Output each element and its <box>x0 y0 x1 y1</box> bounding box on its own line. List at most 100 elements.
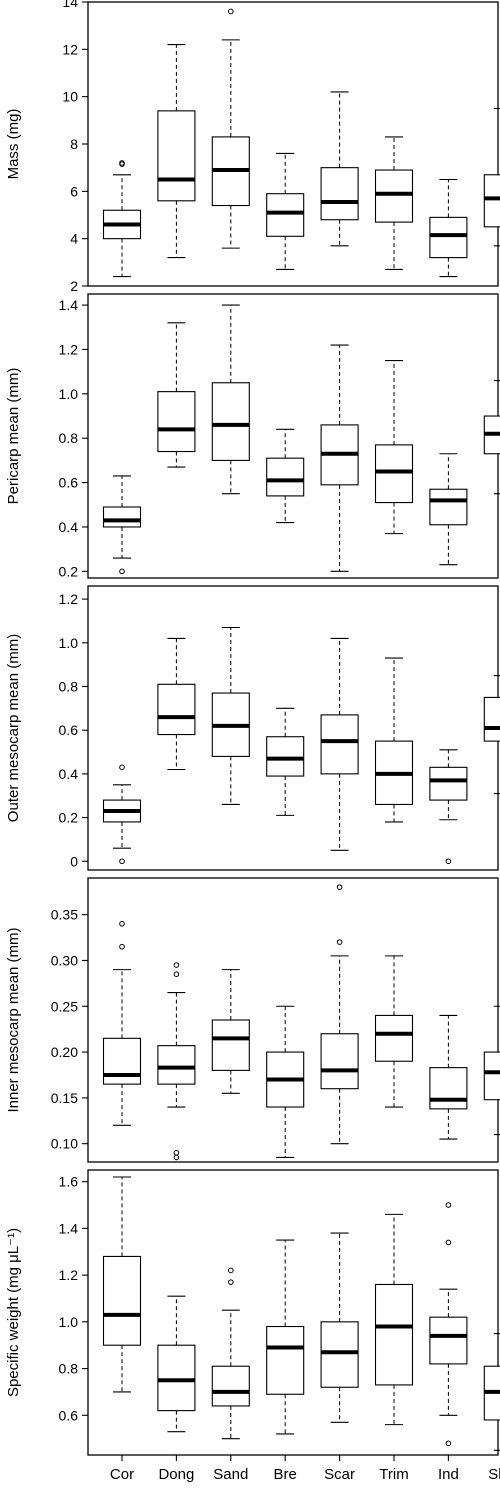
box-trim <box>374 136 414 270</box>
iqr-box <box>483 696 500 742</box>
iqr-box <box>266 1325 305 1395</box>
y-tick-label: 1.2 <box>59 341 79 357</box>
iqr-box <box>429 766 468 801</box>
outlier-point <box>173 962 180 968</box>
y-tick-label: 0.15 <box>51 1090 78 1106</box>
outlier-point <box>445 1440 452 1447</box>
y-tick-label: 4 <box>70 231 78 247</box>
box-trim <box>374 657 414 823</box>
outlier-point <box>173 1154 180 1161</box>
outlier-point <box>119 161 125 167</box>
box-sand <box>211 8 250 249</box>
y-tick-label: 10 <box>62 89 78 105</box>
iqr-box <box>483 1051 500 1101</box>
outlier-point <box>228 1279 234 1285</box>
panel-frame <box>87 585 499 871</box>
box-trim <box>374 955 414 1108</box>
iqr-box <box>374 169 414 223</box>
y-tick-label: 8 <box>70 136 78 152</box>
iqr-box <box>374 1283 414 1386</box>
iqr-box <box>320 714 359 775</box>
iqr-box <box>211 1365 250 1407</box>
y-tick-label: 0.4 <box>59 519 79 535</box>
iqr-box <box>429 1067 468 1110</box>
iqr-box <box>102 506 142 528</box>
iqr-box <box>157 1045 196 1085</box>
outlier-point <box>119 568 125 575</box>
box-skip <box>483 379 500 495</box>
box-scar <box>320 91 359 247</box>
y-tick-label: 0 <box>70 853 78 869</box>
panel-5: 0.6 0.8 1.0 1.2 1.4 1.6 Specific weight (mg μL… <box>5 1169 500 1483</box>
y-tick-label: 0.4 <box>59 766 79 782</box>
panel-3: 0 0.2 0.4 0.6 0.8 1.0 1.2 Outer mesocarp mean (… <box>5 585 500 871</box>
box-scar <box>320 637 359 851</box>
iqr-box <box>483 174 500 228</box>
panel-frame <box>87 293 499 579</box>
outlier-point <box>336 939 343 945</box>
outlier-point <box>445 1202 452 1208</box>
box-scar <box>320 884 359 1145</box>
box-bre <box>266 707 305 816</box>
y-axis-label: Mass (mg) <box>5 109 22 180</box>
box-bre <box>266 152 305 270</box>
box-ind <box>429 1014 468 1140</box>
y-tick-label: 0.6 <box>59 475 79 491</box>
iqr-box <box>157 110 196 202</box>
iqr-box <box>211 382 250 461</box>
outlier-point <box>119 764 125 771</box>
box-ind <box>429 453 468 566</box>
box-skip <box>483 675 500 795</box>
y-tick-label: 0.6 <box>59 722 79 738</box>
iqr-box <box>266 736 305 777</box>
outlier-point <box>173 1150 180 1156</box>
box-sand <box>211 304 250 495</box>
box-dong <box>157 44 196 259</box>
outlier-point <box>119 858 125 865</box>
outlier-point <box>228 8 234 15</box>
outlier-point <box>228 1267 234 1274</box>
box-trim <box>374 1213 414 1426</box>
x-tick-label: Scar <box>324 1466 355 1483</box>
box-ind <box>429 178 468 278</box>
x-tick-label: Skip <box>488 1466 500 1483</box>
box-dong <box>157 322 196 468</box>
iqr-box <box>102 1037 142 1085</box>
panel-frame <box>87 1169 499 1456</box>
y-tick-label: 0.2 <box>59 563 79 579</box>
iqr-box <box>157 1344 196 1412</box>
iqr-box <box>211 1019 250 1071</box>
y-tick-label: 1.4 <box>59 297 79 313</box>
box-cor <box>102 764 142 865</box>
outlier-point <box>119 943 125 950</box>
box-cor <box>102 160 142 278</box>
y-tick-label: 0.30 <box>51 952 78 968</box>
iqr-box <box>157 683 196 736</box>
y-tick-label: 0.6 <box>59 1407 79 1423</box>
iqr-box <box>320 167 359 221</box>
y-tick-label: 1.0 <box>59 1314 79 1330</box>
y-tick-label: 6 <box>70 183 78 199</box>
y-tick-label: 0.10 <box>51 1136 78 1152</box>
box-cor <box>102 475 142 575</box>
iqr-box <box>374 444 414 504</box>
x-tick-label: Bre <box>274 1466 297 1483</box>
box-ind <box>429 749 468 865</box>
panel-2: 0.2 0.4 0.6 0.8 1.0 1.2 1.4 Pericarp mean (mm) <box>5 293 500 579</box>
y-tick-label: 0.25 <box>51 998 78 1014</box>
y-tick-label: 1.2 <box>59 591 79 607</box>
y-tick-label: 1.4 <box>59 1220 79 1236</box>
box-trim <box>374 360 414 535</box>
iqr-box <box>429 488 468 526</box>
panel-4: 0.10 0.15 0.20 0.25 0.30 0.35 Inner mesocarp m… <box>5 877 500 1163</box>
box-sand <box>211 626 250 806</box>
y-tick-label: 0.2 <box>59 810 79 826</box>
box-ind <box>429 1202 468 1447</box>
y-axis-label: Outer mesocarp mean (mm) <box>5 634 22 822</box>
box-dong <box>157 637 196 771</box>
iqr-box <box>374 1014 414 1062</box>
box-dong <box>157 962 196 1161</box>
box-dong <box>157 1295 196 1433</box>
